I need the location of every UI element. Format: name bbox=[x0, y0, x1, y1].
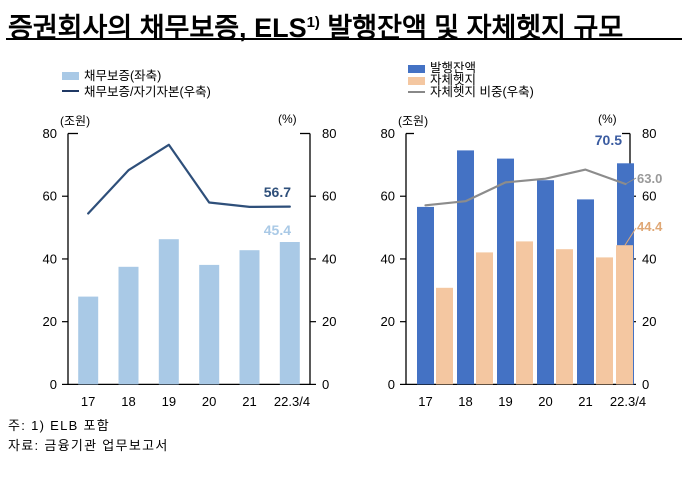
svg-text:70.5: 70.5 bbox=[595, 132, 622, 148]
svg-text:19: 19 bbox=[498, 394, 512, 409]
svg-text:21: 21 bbox=[578, 394, 592, 409]
svg-text:80: 80 bbox=[642, 126, 656, 141]
svg-text:0: 0 bbox=[388, 377, 395, 392]
svg-text:22.3/4: 22.3/4 bbox=[610, 394, 646, 409]
svg-text:60: 60 bbox=[642, 189, 656, 204]
svg-text:20: 20 bbox=[381, 314, 395, 329]
svg-text:40: 40 bbox=[642, 251, 656, 266]
svg-text:0: 0 bbox=[642, 377, 649, 392]
svg-text:80: 80 bbox=[381, 126, 395, 141]
svg-text:60: 60 bbox=[381, 189, 395, 204]
svg-text:44.4: 44.4 bbox=[637, 219, 663, 234]
svg-text:17: 17 bbox=[418, 394, 432, 409]
svg-text:18: 18 bbox=[458, 394, 472, 409]
svg-text:63.0: 63.0 bbox=[637, 171, 662, 186]
svg-text:20: 20 bbox=[642, 314, 656, 329]
svg-text:20: 20 bbox=[538, 394, 552, 409]
svg-text:40: 40 bbox=[381, 251, 395, 266]
